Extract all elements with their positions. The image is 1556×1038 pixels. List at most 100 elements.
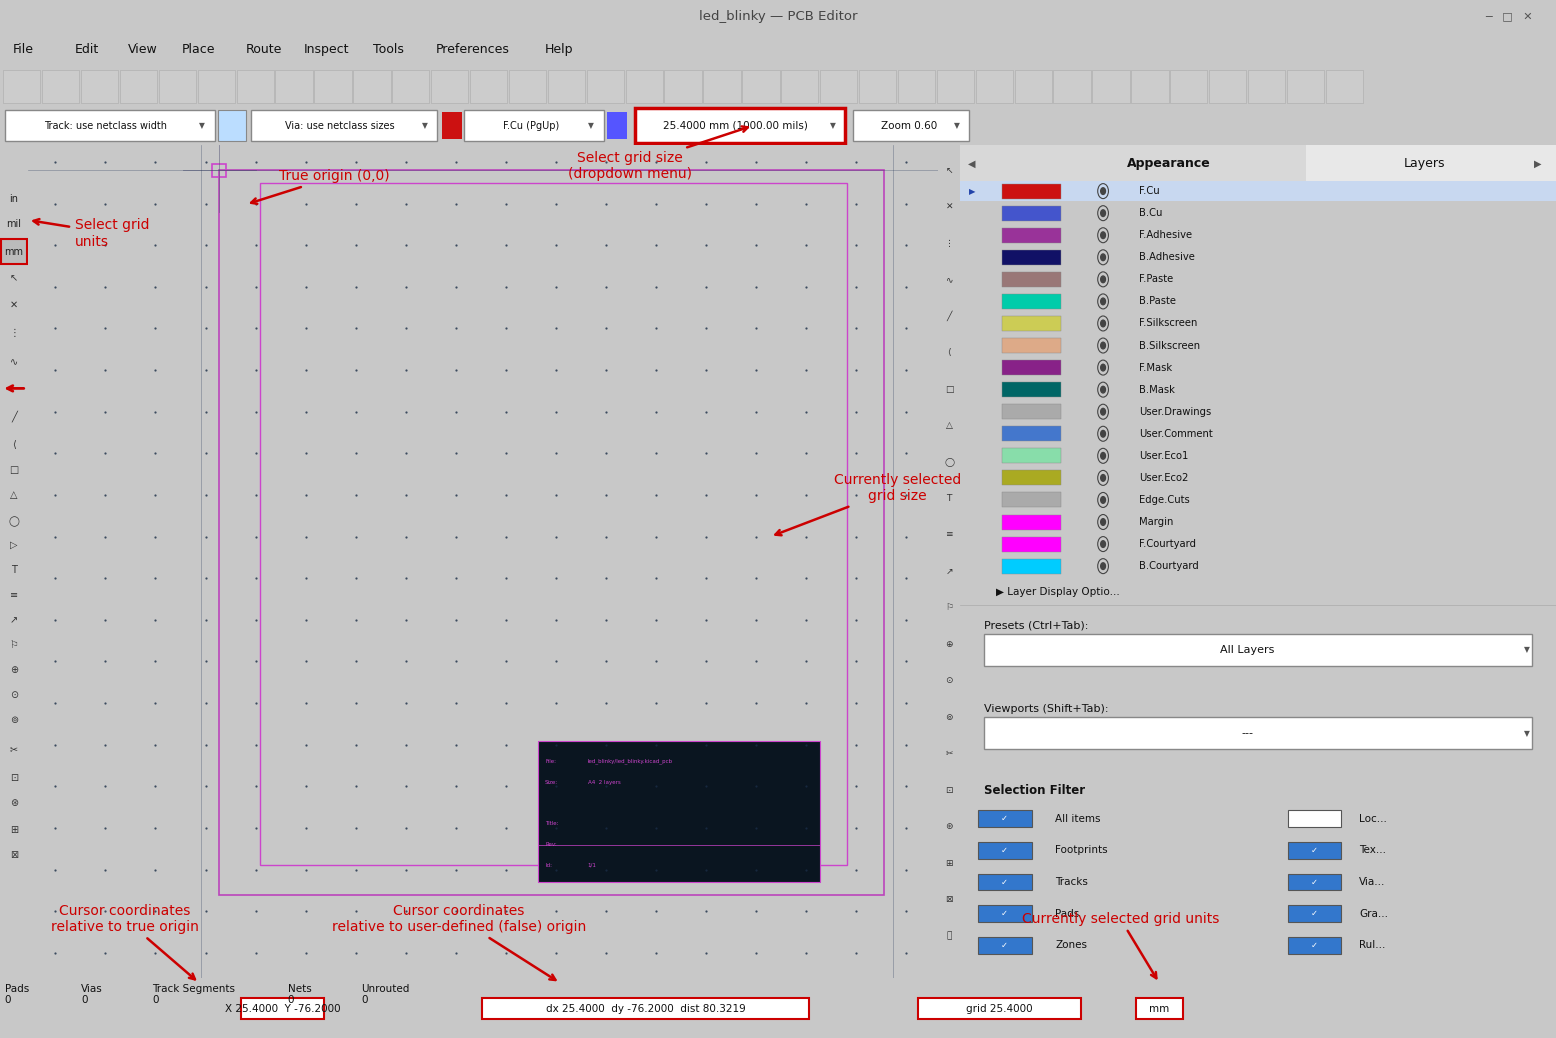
Text: ⋮: ⋮ [944, 239, 954, 248]
Text: dx 25.4000  dy -76.2000  dist 80.3219: dx 25.4000 dy -76.2000 dist 80.3219 [546, 1004, 745, 1013]
Circle shape [1100, 320, 1105, 327]
Text: User.Comment: User.Comment [1139, 429, 1212, 439]
Text: led_blinky — PCB Editor: led_blinky — PCB Editor [699, 10, 857, 23]
Bar [1288, 842, 1341, 858]
Circle shape [1100, 541, 1105, 547]
Text: ∿: ∿ [9, 357, 19, 366]
Text: Select grid size
(dropdown menu): Select grid size (dropdown menu) [568, 127, 748, 182]
Text: Edit: Edit [75, 44, 100, 56]
Bar [548, 70, 585, 103]
Bar [859, 70, 896, 103]
Text: ⊙: ⊙ [9, 690, 19, 700]
Text: ⚐: ⚐ [9, 639, 19, 650]
Text: 0: 0 [288, 995, 294, 1005]
Circle shape [1100, 386, 1105, 393]
Text: Nets: Nets [288, 984, 311, 993]
Bar [977, 937, 1032, 954]
Text: ▼: ▼ [954, 121, 960, 130]
Bar [983, 717, 1533, 748]
Text: 0: 0 [361, 995, 367, 1005]
Text: User.Drawings: User.Drawings [1139, 407, 1211, 416]
Bar [212, 164, 227, 176]
Text: F.Adhesive: F.Adhesive [1139, 230, 1192, 240]
Bar [977, 905, 1032, 922]
Text: Currently selected
grid size: Currently selected grid size [775, 472, 962, 536]
Text: ↖: ↖ [946, 166, 952, 174]
Bar [937, 70, 974, 103]
Text: T: T [11, 565, 17, 575]
Text: ◯: ◯ [9, 516, 19, 527]
Bar [1002, 272, 1061, 286]
Text: ✕: ✕ [9, 300, 19, 310]
Text: Via: use netclass sizes: Via: use netclass sizes [285, 120, 395, 131]
Bar [664, 70, 702, 103]
Text: Tools: Tools [373, 44, 405, 56]
Bar [1305, 145, 1556, 183]
Text: 0: 0 [5, 995, 11, 1005]
Bar [120, 70, 157, 103]
Circle shape [1100, 254, 1105, 261]
Bar [470, 70, 507, 103]
Text: ▼: ▼ [1525, 729, 1531, 738]
Text: View: View [128, 44, 157, 56]
Bar [1002, 382, 1061, 398]
Circle shape [1100, 188, 1105, 194]
Text: 25.4000 mm (1000.00 mils): 25.4000 mm (1000.00 mils) [663, 120, 808, 131]
Bar [742, 70, 780, 103]
Bar [1288, 937, 1341, 954]
Text: ▶: ▶ [969, 187, 976, 195]
Bar [198, 70, 235, 103]
Text: Place: Place [182, 44, 216, 56]
Text: F.Courtyard: F.Courtyard [1139, 539, 1197, 549]
Text: ▼: ▼ [199, 121, 205, 130]
Text: ⊡: ⊡ [946, 786, 952, 795]
Bar [1002, 558, 1061, 574]
Text: ⟨: ⟨ [948, 348, 951, 357]
Text: 1/1: 1/1 [588, 863, 596, 868]
Bar [81, 70, 118, 103]
Bar [1002, 338, 1061, 353]
Bar [1326, 70, 1363, 103]
Text: ▷: ▷ [11, 540, 17, 550]
Text: Select grid
units: Select grid units [34, 218, 149, 249]
Text: F.Cu (PgUp): F.Cu (PgUp) [503, 120, 559, 131]
Bar [977, 811, 1032, 827]
Text: ✓: ✓ [1312, 940, 1318, 950]
Bar [898, 70, 935, 103]
Bar [509, 70, 546, 103]
Bar [983, 634, 1533, 665]
Text: ⊙: ⊙ [946, 677, 952, 685]
Circle shape [1100, 519, 1105, 525]
Bar [260, 183, 846, 866]
Text: ⊚: ⊚ [9, 715, 19, 725]
Text: ✓: ✓ [1001, 814, 1008, 823]
Text: ⊚: ⊚ [946, 713, 952, 721]
Text: Zones: Zones [1055, 940, 1088, 951]
Text: Via...: Via... [1360, 877, 1386, 887]
Text: ↗: ↗ [9, 614, 19, 625]
Text: ◀: ◀ [968, 159, 976, 168]
Text: ✓: ✓ [1312, 877, 1318, 886]
Text: All items: All items [1055, 814, 1102, 824]
Text: mil: mil [6, 219, 22, 229]
Text: User.Eco1: User.Eco1 [1139, 450, 1189, 461]
Circle shape [1100, 298, 1105, 305]
Text: Margin: Margin [1139, 517, 1173, 527]
Text: 0: 0 [81, 995, 87, 1005]
Text: ╱: ╱ [11, 410, 17, 421]
Bar [241, 998, 324, 1019]
Text: Loc...: Loc... [1360, 814, 1388, 824]
Bar [538, 845, 820, 882]
Bar [1092, 70, 1130, 103]
Bar [853, 110, 969, 141]
Text: ≡: ≡ [9, 590, 19, 600]
Bar [820, 70, 857, 103]
Circle shape [1100, 496, 1105, 503]
Text: Currently selected grid units: Currently selected grid units [1022, 911, 1218, 978]
Bar [1002, 227, 1061, 243]
Text: All Layers: All Layers [1220, 645, 1274, 655]
Text: Help: Help [545, 44, 573, 56]
Text: T: T [946, 494, 952, 503]
Circle shape [1100, 563, 1105, 570]
Text: Title:: Title: [545, 821, 559, 826]
